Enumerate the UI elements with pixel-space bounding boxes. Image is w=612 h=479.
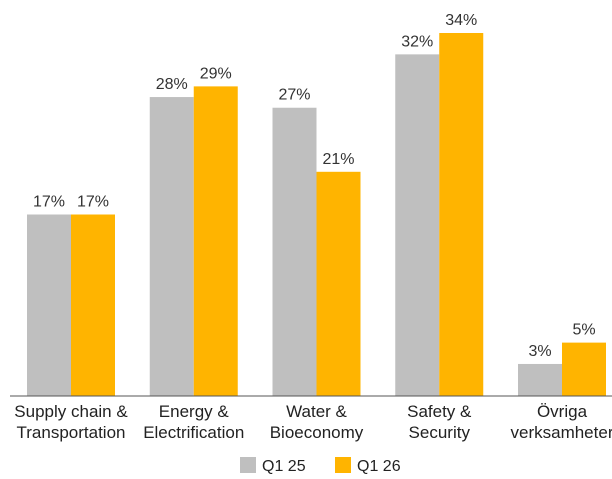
bar-q1-25-2 [272, 107, 317, 396]
legend-swatch-q1-25 [240, 457, 256, 473]
bar-q1-25-3 [395, 54, 440, 397]
value-label-q1-25-0: 17% [33, 194, 65, 211]
category-label-0-line-1: Transportation [17, 423, 126, 442]
bar-q1-25-4 [518, 363, 562, 396]
bar-q1-25-0 [27, 214, 71, 396]
value-label-q1-25-1: 28% [156, 76, 188, 93]
bar-q1-26-4 [562, 342, 606, 396]
legend-label-q1-25: Q1 25 [262, 458, 306, 475]
value-label-q1-26-2: 21% [322, 151, 354, 168]
category-label-4-line-1: verksamheter [511, 423, 612, 442]
category-label-1-line-0: Energy & [159, 402, 230, 421]
legend: Q1 25 Q1 26 [240, 457, 401, 475]
value-label-q1-26-0: 17% [77, 194, 109, 211]
category-label-1-line-1: Electrification [143, 423, 244, 442]
value-label-q1-26-3: 34% [445, 12, 477, 29]
value-label-q1-25-3: 32% [401, 33, 433, 50]
bar-q1-26-0 [71, 214, 115, 396]
category-label-2-line-0: Water & [286, 402, 347, 421]
category-label-3-line-1: Security [409, 423, 471, 442]
value-label-q1-26-4: 5% [572, 322, 595, 339]
category-label-4-line-0: Övriga [537, 402, 588, 421]
bar-q1-26-2 [316, 171, 361, 396]
bar-q1-26-1 [193, 86, 238, 396]
value-label-q1-25-2: 27% [278, 87, 310, 104]
value-labels-group: 17% 17% 28% 29% 27% 21% 32% 34% 3% 5% [33, 12, 596, 360]
category-labels-group: Supply chain & Transportation Energy & Elec… [14, 402, 612, 442]
category-label-3-line-0: Safety & [407, 402, 472, 421]
value-label-q1-26-1: 29% [200, 65, 232, 82]
category-label-0-line-0: Supply chain & [14, 402, 128, 421]
value-label-q1-25-4: 3% [528, 343, 551, 360]
category-label-2-line-1: Bioeconomy [270, 423, 364, 442]
bars-group [27, 33, 606, 397]
legend-swatch-q1-26 [335, 457, 351, 473]
legend-label-q1-26: Q1 26 [357, 458, 401, 475]
bar-q1-26-3 [439, 33, 484, 396]
bar-q1-25-1 [149, 97, 194, 396]
